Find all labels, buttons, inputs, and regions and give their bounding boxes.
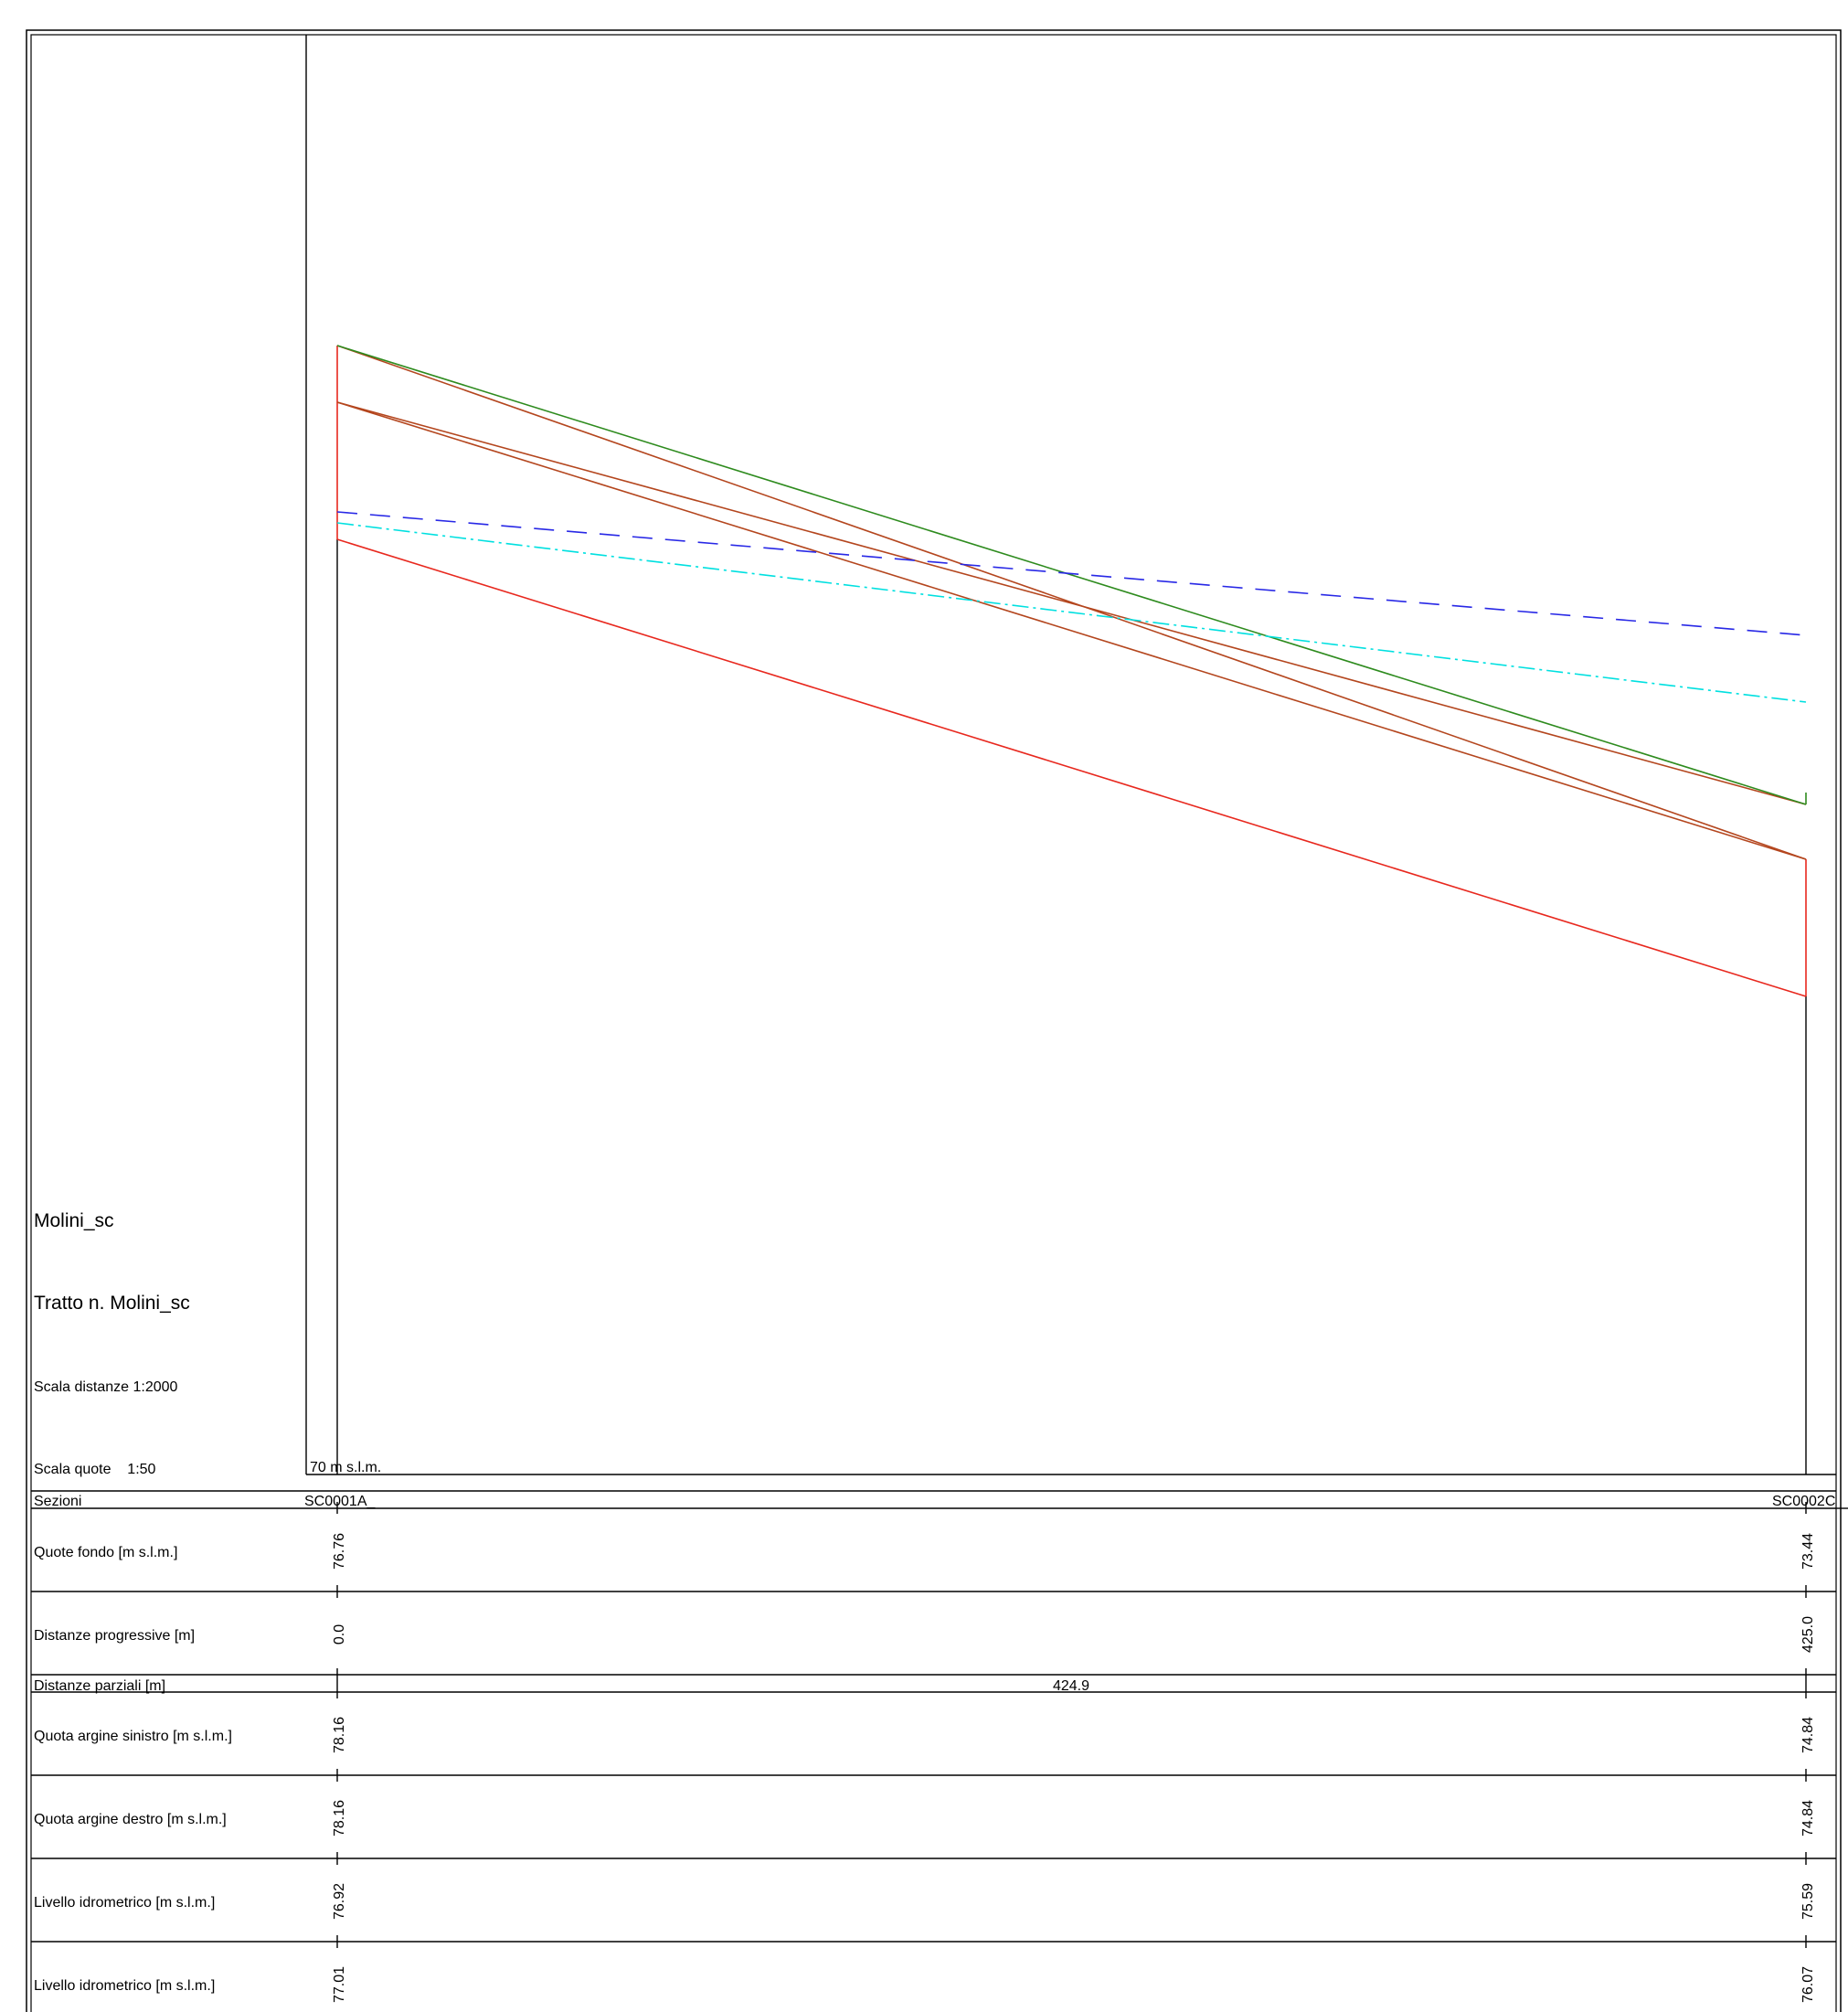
bed-value: 73.44 xyxy=(1800,1533,1816,1570)
section-values-sc0002c: 73.44 425.0 74.84 74.84 75.59 76.07 xyxy=(1800,1533,1816,2003)
progressive-value: 0.0 xyxy=(332,1624,347,1645)
progressive-value: 425.0 xyxy=(1800,1616,1816,1653)
row-label-right-bank: Quota argine destro [m s.l.m.] xyxy=(34,1812,227,1827)
row-label-progressive: Distanze progressive [m] xyxy=(34,1628,195,1644)
bank-line-cross-2 xyxy=(336,345,1807,860)
table-grid xyxy=(31,1490,1848,1948)
bank-line-lower xyxy=(336,401,1807,860)
water-level-dashdot-line xyxy=(336,522,1807,703)
section-lines xyxy=(336,539,1807,1474)
section-names: SC0001A_ SC0002C xyxy=(304,1494,1835,1509)
row-label-left-bank: Quota argine sinistro [m s.l.m.] xyxy=(34,1729,232,1744)
table-row-labels: Sezioni Quote fondo [m s.l.m.] Distanze … xyxy=(34,1494,232,1994)
profile-title: Molini_sc xyxy=(34,1210,114,1231)
row-label-partial: Distanze parziali [m] xyxy=(34,1678,165,1694)
row-label-bed: Quote fondo [m s.l.m.] xyxy=(34,1545,177,1560)
row-label-level-1: Livello idrometrico [m s.l.m.] xyxy=(34,1895,215,1911)
profile-lines xyxy=(336,345,1807,997)
sheet-frame xyxy=(26,29,1842,2012)
partial-distance-value: 424.9 xyxy=(1053,1678,1089,1694)
title-block: Molini_sc Tratto n. Molini_sc Scala dist… xyxy=(34,1210,190,1477)
profile-data-table: Sezioni Quote fondo [m s.l.m.] Distanze … xyxy=(31,1490,1848,2003)
section-values-sc0001a: 76.76 0.0 78.16 78.16 76.92 77.01 xyxy=(332,1533,347,2003)
height-scale-label: Scala quote 1:50 xyxy=(34,1462,156,1477)
row-label-sections: Sezioni xyxy=(34,1494,81,1509)
level-2-value: 77.01 xyxy=(332,1966,347,2003)
right-bank-value: 78.16 xyxy=(332,1800,347,1836)
distance-scale-label: Scala distanze 1:2000 xyxy=(34,1379,178,1395)
level-1-value: 75.59 xyxy=(1800,1883,1816,1920)
right-bank-value: 74.84 xyxy=(1800,1800,1816,1836)
left-bank-value: 74.84 xyxy=(1800,1717,1816,1753)
level-2-value: 76.07 xyxy=(1800,1966,1816,2003)
section-name-sc0001a: SC0001A_ xyxy=(304,1494,376,1509)
plot-frame xyxy=(305,35,1836,1475)
section-name-sc0002c: SC0002C xyxy=(1772,1494,1835,1509)
bank-line-cross-1 xyxy=(336,401,1807,805)
water-level-dashed-line xyxy=(336,511,1807,636)
row-label-level-2: Livello idrometrico [m s.l.m.] xyxy=(34,1978,215,1994)
left-bank-value: 78.16 xyxy=(332,1717,347,1753)
datum-label: 70 m s.l.m. xyxy=(310,1460,381,1475)
reach-label: Tratto n. Molini_sc xyxy=(34,1293,190,1314)
bed-line xyxy=(336,538,1807,997)
level-1-value: 76.92 xyxy=(332,1883,347,1920)
bank-top-line xyxy=(336,345,1807,805)
bed-value: 76.76 xyxy=(332,1533,347,1570)
